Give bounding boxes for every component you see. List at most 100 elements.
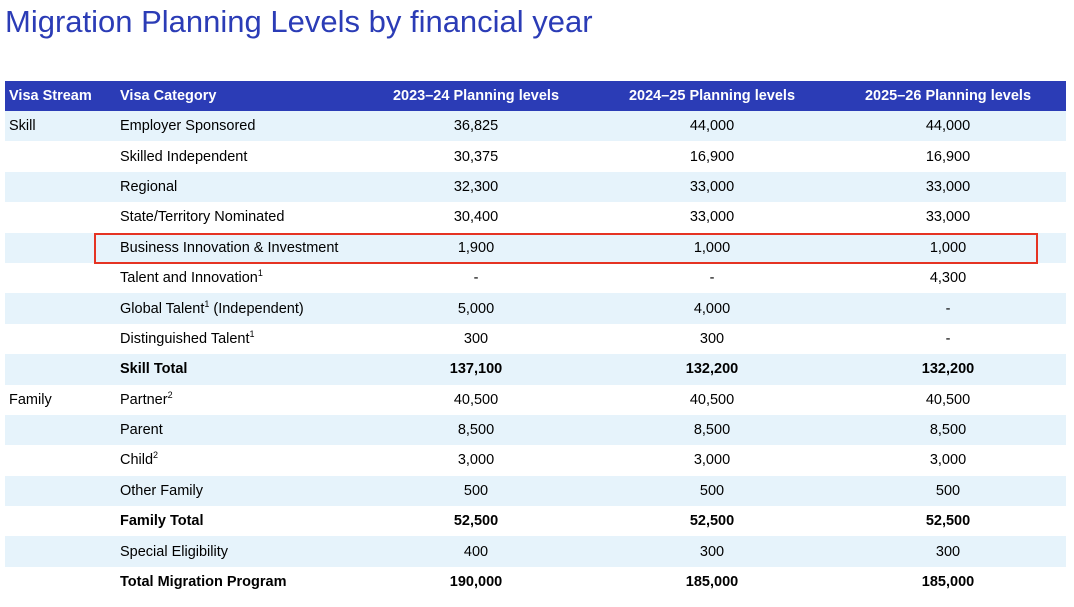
planning-level: 32,300 xyxy=(453,178,499,195)
table-row: Business Innovation & Investment 1,900 1,0… xyxy=(5,232,1066,263)
planning-level: 137,100 xyxy=(449,361,503,378)
planning-level: 52,500 xyxy=(453,513,499,530)
visa-category: Special Eligibility xyxy=(120,543,228,560)
planning-table: Visa Stream Visa Category 2023–24 Planning… xyxy=(5,81,1066,598)
table-row: Talent and Innovation1 - - 4,300 xyxy=(5,262,1066,294)
visa-category: Regional xyxy=(120,178,178,195)
planning-level: 300 xyxy=(463,330,489,347)
visa-category-cell: Skill Total xyxy=(110,361,358,377)
visa-category: Other Family xyxy=(120,482,203,499)
visa-category-cell: Distinguished Talent1 xyxy=(110,328,358,347)
planning-level: 52,500 xyxy=(925,513,971,530)
table-row: Family Total 52,500 52,500 52,500 xyxy=(5,506,1066,537)
planning-level: 500 xyxy=(699,482,725,499)
table-row: Skilled Independent 30,375 16,900 16,900 xyxy=(5,141,1066,172)
table-row: Skill Total 137,100 132,200 132,200 xyxy=(5,354,1066,385)
planning-level: 400 xyxy=(463,543,489,560)
header-cell: Visa Stream xyxy=(9,88,92,104)
planning-level: 40,500 xyxy=(453,391,499,408)
visa-category: Skilled Independent xyxy=(120,148,248,165)
visa-stream: Family xyxy=(9,391,52,408)
planning-level: 3,000 xyxy=(457,452,495,469)
table-row: Distinguished Talent1 300 300 - xyxy=(5,323,1066,355)
planning-level: 16,900 xyxy=(689,148,735,165)
planning-level: - xyxy=(945,300,951,317)
planning-level: 132,200 xyxy=(921,361,975,378)
visa-category: Business Innovation & Investment xyxy=(120,239,339,256)
page-title: Migration Planning Levels by financial y… xyxy=(5,4,593,39)
planning-level: 44,000 xyxy=(689,118,735,135)
visa-category-cell: Special Eligibility xyxy=(110,544,358,560)
planning-level: 52,500 xyxy=(689,513,735,530)
planning-level: 33,000 xyxy=(689,178,735,195)
planning-level: 300 xyxy=(699,543,725,560)
visa-category: Talent and Innovation xyxy=(120,270,258,287)
planning-level: - xyxy=(473,270,479,287)
visa-category-cell: State/Territory Nominated xyxy=(110,209,358,225)
table-row: Regional 32,300 33,000 33,000 xyxy=(5,171,1066,203)
planning-level: 30,375 xyxy=(453,148,499,165)
visa-category-cell: Global Talent1 (Independent) xyxy=(110,299,358,317)
visa-category: Partner xyxy=(120,391,168,408)
planning-level: 5,000 xyxy=(457,300,495,317)
planning-level: 40,500 xyxy=(689,391,735,408)
planning-level: 4,300 xyxy=(929,270,967,287)
table-row: Skill Employer Sponsored 36,825 44,000 44,00… xyxy=(5,111,1066,142)
planning-level: 33,000 xyxy=(689,209,735,226)
table-row: Total Migration Program 190,000 185,000 185… xyxy=(5,566,1066,598)
planning-level: 40,500 xyxy=(925,391,971,408)
table-header: Visa Stream Visa Category 2023–24 Planning… xyxy=(5,81,1066,111)
planning-level: 185,000 xyxy=(685,574,739,591)
visa-category-cell: Regional xyxy=(110,179,358,195)
visa-stream: Skill xyxy=(9,118,36,135)
table-row: Child2 3,000 3,000 3,000 xyxy=(5,445,1066,476)
visa-category-cell: Child2 xyxy=(110,450,358,469)
visa-category-cell: Other Family xyxy=(110,483,358,499)
visa-category-cell: Skilled Independent xyxy=(110,149,358,165)
visa-category: Family Total xyxy=(120,513,204,530)
table-row: State/Territory Nominated 30,400 33,000 33,… xyxy=(5,202,1066,233)
planning-level: 33,000 xyxy=(925,178,971,195)
planning-level: 300 xyxy=(699,330,725,347)
planning-level: 132,200 xyxy=(685,361,739,378)
planning-level: 1,000 xyxy=(929,239,967,256)
planning-level: 500 xyxy=(463,482,489,499)
planning-level: 300 xyxy=(935,543,961,560)
footnote-mark: 1 xyxy=(249,328,255,339)
footnote-mark: 2 xyxy=(167,389,173,400)
table-row: Other Family 500 500 500 xyxy=(5,475,1066,507)
visa-category-cell: Total Migration Program xyxy=(110,574,358,590)
planning-level: 1,000 xyxy=(693,239,731,256)
planning-level: 3,000 xyxy=(693,452,731,469)
planning-level: 3,000 xyxy=(929,452,967,469)
planning-level: 185,000 xyxy=(921,574,975,591)
visa-category: Total Migration Program xyxy=(120,574,287,591)
table-body: Skill Employer Sponsored 36,825 44,000 44,00… xyxy=(5,111,1066,598)
table-row: Family Partner2 40,500 40,500 40,500 xyxy=(5,384,1066,415)
planning-level: - xyxy=(709,270,715,287)
planning-level: - xyxy=(945,330,951,347)
visa-category: Global Talent xyxy=(120,300,205,317)
footnote-mark: 2 xyxy=(153,450,159,461)
visa-category-cell: Talent and Innovation1 xyxy=(110,268,358,287)
visa-category: Child xyxy=(120,452,154,469)
visa-category-cell: Partner2 xyxy=(110,389,358,408)
planning-level: 4,000 xyxy=(693,300,731,317)
visa-category: Employer Sponsored xyxy=(120,118,256,135)
planning-level: 33,000 xyxy=(925,209,971,226)
planning-level: 8,500 xyxy=(693,422,731,439)
visa-category-cell: Family Total xyxy=(110,513,358,529)
planning-level: 16,900 xyxy=(925,148,971,165)
visa-category: Distinguished Talent xyxy=(120,330,250,347)
planning-level: 44,000 xyxy=(925,118,971,135)
visa-category: Skill Total xyxy=(120,361,188,378)
table-row: Special Eligibility 400 300 300 xyxy=(5,536,1066,567)
table-row: Parent 8,500 8,500 8,500 xyxy=(5,414,1066,446)
visa-category-cell: Employer Sponsored xyxy=(110,118,358,134)
footnote-mark: 1 xyxy=(257,268,263,279)
planning-level: 30,400 xyxy=(453,209,499,226)
planning-level: 36,825 xyxy=(453,118,499,135)
header-cell: 2023–24 Planning levels xyxy=(392,88,560,104)
planning-level: 8,500 xyxy=(457,422,495,439)
